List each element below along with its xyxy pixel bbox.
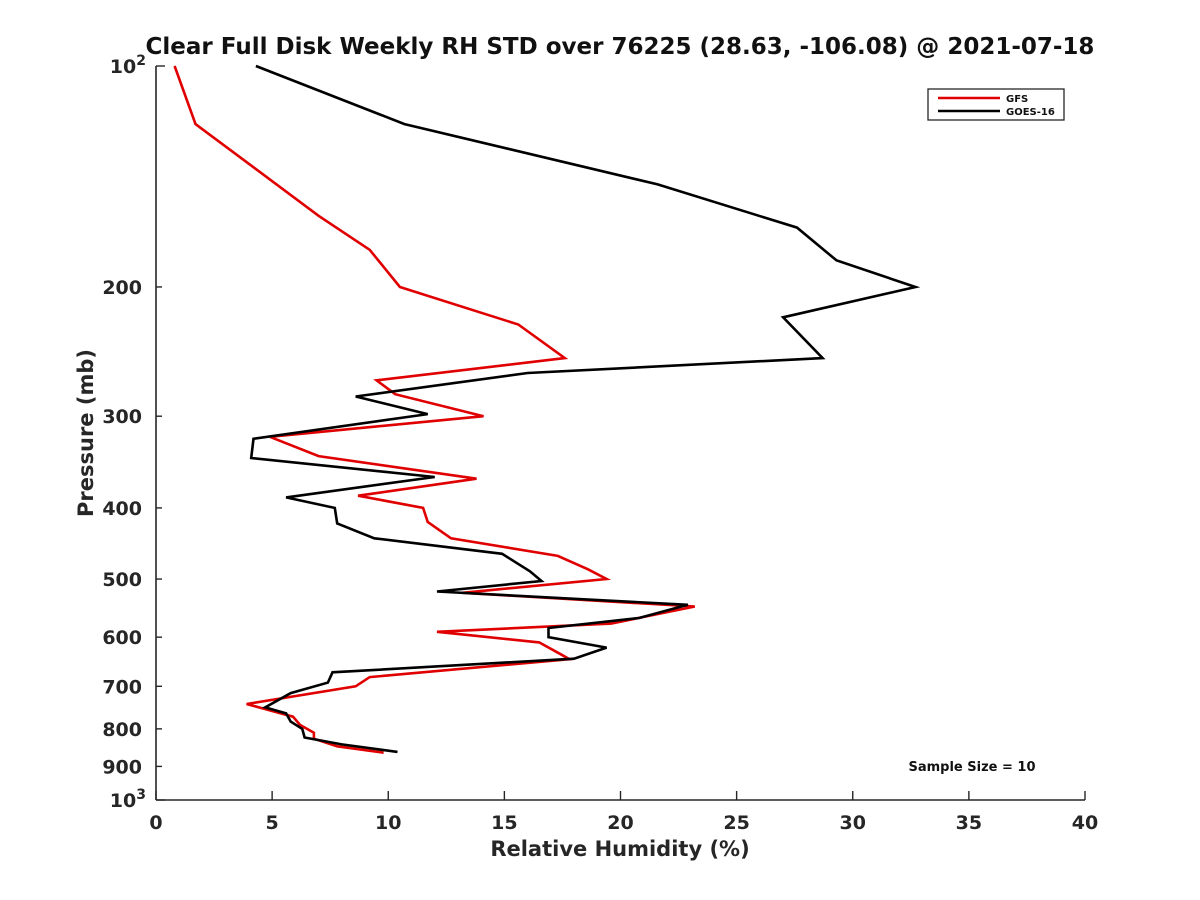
x-tick-label: 20 — [607, 812, 633, 834]
x-tick-label: 0 — [149, 812, 162, 834]
legend: GFS GOES-16 — [927, 88, 1065, 121]
x-tick-label: 15 — [491, 812, 517, 834]
legend-label-goes-16: GOES-16 — [1006, 107, 1055, 118]
y-tick-label: 700 — [102, 676, 142, 698]
legend-label-gfs: GFS — [1006, 94, 1028, 105]
y-tick-label: 200 — [102, 277, 142, 299]
y-tick-label: 800 — [102, 719, 142, 741]
x-tick-label: 30 — [840, 812, 866, 834]
x-tick-label: 35 — [956, 812, 982, 834]
series-layer — [173, 64, 921, 754]
legend-box — [927, 88, 1065, 121]
y-tick-label: 900 — [102, 756, 142, 778]
plot-area: 0 5 10 15 20 25 30 35 40 200 300 400 500 600 700 800 900… — [102, 53, 1098, 834]
y-tick-label-bottom: 103 — [110, 787, 146, 812]
y-tick-label-top: 102 — [110, 53, 146, 78]
y-tick-label: 300 — [102, 406, 142, 428]
y-tick-label: 500 — [102, 569, 142, 591]
x-tick-label: 10 — [375, 812, 401, 834]
chart-title: Clear Full Disk Weekly RH STD over 76225… — [146, 34, 1095, 60]
sample-size-annotation: Sample Size = 10 — [908, 760, 1035, 775]
y-tick-label: 600 — [102, 627, 142, 649]
y-tick-label: 400 — [102, 498, 142, 520]
x-tick-label: 25 — [723, 812, 749, 834]
series-line-gfs — [173, 65, 696, 754]
y-axis-label: Pressure (mb) — [74, 349, 98, 517]
series-line-goes-16 — [249, 64, 921, 754]
x-tick-label: 5 — [266, 812, 279, 834]
x-axis-label: Relative Humidity (%) — [490, 837, 749, 861]
x-tick-label: 40 — [1072, 812, 1098, 834]
